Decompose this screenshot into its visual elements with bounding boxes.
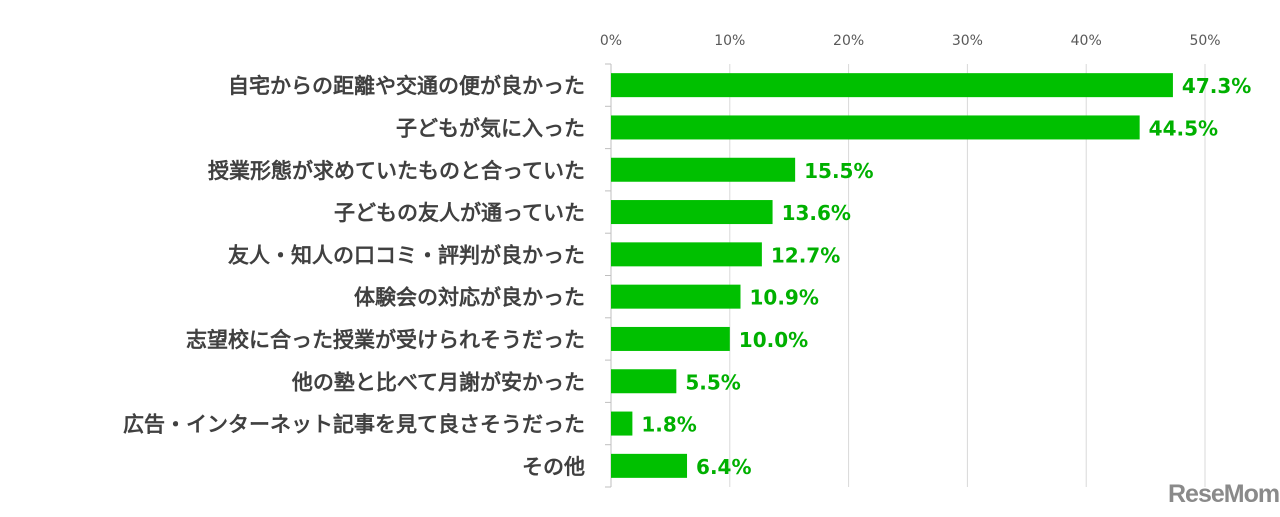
- bar: [611, 411, 633, 436]
- data-label: 10.9%: [749, 286, 818, 310]
- category-label: 子どもの友人が通っていた: [334, 201, 585, 225]
- category-label: 自宅からの距離や交通の便が良かった: [228, 74, 585, 98]
- bar: [611, 73, 1173, 98]
- category-label: 他の塾と比べて月謝が安かった: [291, 370, 585, 394]
- bar: [611, 242, 762, 267]
- bar: [611, 115, 1140, 140]
- data-label: 10.0%: [739, 328, 808, 352]
- category-label: 志望校に合った授業が受けられそうだった: [186, 328, 585, 352]
- resemom-logo: ReseMom: [1168, 480, 1280, 508]
- category-label: 授業形態が求めていたものと合っていた: [208, 159, 585, 183]
- bar: [611, 369, 677, 394]
- bar: [611, 326, 730, 351]
- category-label: その他: [522, 455, 585, 479]
- x-tick-label: 20%: [833, 33, 864, 49]
- x-tick-label: 10%: [714, 33, 745, 49]
- category-label: 体験会の対応が良かった: [354, 286, 585, 310]
- x-tick-label: 0%: [600, 33, 622, 49]
- x-tick-label: 40%: [1071, 33, 1102, 49]
- bar: [611, 284, 741, 309]
- category-label: 広告・インターネット記事を見て良さそうだった: [123, 413, 585, 437]
- data-label: 15.5%: [804, 159, 873, 183]
- category-label: 子どもが気に入った: [396, 116, 585, 140]
- data-label: 13.6%: [782, 201, 851, 225]
- data-label: 6.4%: [696, 455, 751, 479]
- data-label: 12.7%: [771, 243, 840, 267]
- bar: [611, 200, 773, 225]
- bar: [611, 157, 796, 182]
- x-tick-label: 50%: [1189, 33, 1220, 49]
- data-label: 47.3%: [1182, 74, 1251, 98]
- bar: [611, 453, 688, 478]
- x-tick-label: 30%: [952, 33, 983, 49]
- data-label: 5.5%: [685, 370, 740, 394]
- category-label: 友人・知人の口コミ・評判が良かった: [228, 243, 585, 267]
- data-label: 1.8%: [641, 413, 696, 437]
- data-label: 44.5%: [1149, 116, 1218, 140]
